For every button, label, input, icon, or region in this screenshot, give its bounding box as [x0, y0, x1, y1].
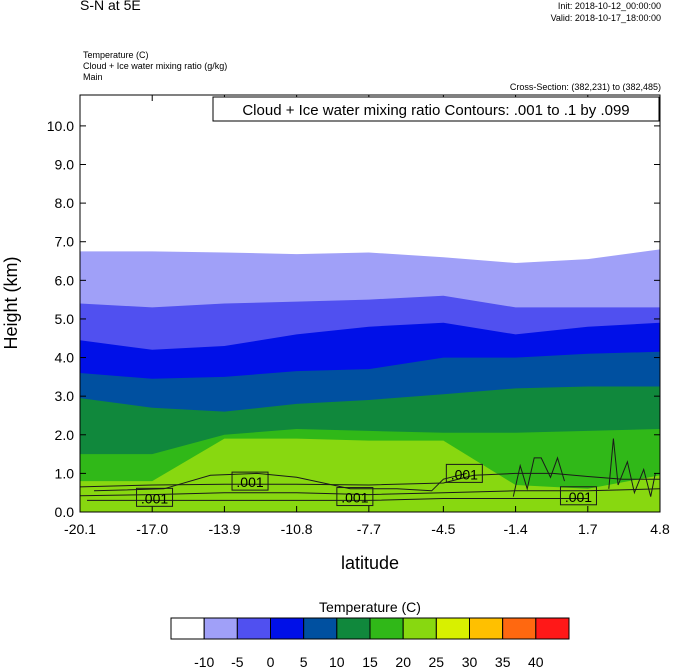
contour-label: .001 [451, 466, 478, 482]
y-tick-label: 8.0 [55, 195, 75, 211]
y-tick-label: 7.0 [55, 234, 75, 250]
contour-label: .001 [341, 490, 368, 506]
x-tick-label: 1.7 [578, 521, 598, 537]
y-tick-label: 5.0 [55, 311, 75, 327]
colorbar-label: 35 [495, 654, 511, 668]
colorbar-swatch [535, 617, 570, 640]
colorbar-label: 25 [429, 654, 445, 668]
colorbar-swatch [435, 617, 470, 640]
colorbar-swatch [402, 617, 437, 640]
colorbar-swatch [469, 617, 504, 640]
x-axis-title: latitude [341, 553, 399, 573]
y-axis-title: Height (km) [1, 256, 21, 349]
x-tick-label: -13.9 [208, 521, 240, 537]
colorbar-swatch [369, 617, 404, 640]
contour-label-box [445, 463, 483, 483]
valid-time: Valid: 2018-10-17_18:00:00 [550, 13, 661, 23]
cloud-contour-line [608, 438, 656, 497]
chart-title: S-N at 5E [80, 0, 141, 13]
contour-label-box [336, 487, 374, 507]
temperature-band [80, 438, 660, 512]
contour-label: .001 [565, 489, 592, 505]
colorbar-label: -5 [231, 654, 244, 668]
field-temperature: Temperature (C) [83, 50, 149, 60]
cloud-contour-line [87, 498, 588, 501]
colorbar-label: 15 [362, 654, 378, 668]
y-tick-label: 9.0 [55, 157, 75, 173]
colorbar-swatch [203, 617, 238, 640]
colorbar-title: Temperature (C) [319, 599, 421, 615]
cloud-contour-line [512, 456, 565, 497]
colorbar-label: 20 [395, 654, 411, 668]
x-tick-label: -17.0 [136, 521, 168, 537]
colorbar-swatch [303, 617, 338, 640]
colorbar-swatch [502, 617, 537, 640]
contour-label-box [559, 486, 597, 506]
contour-labels: .001 .001 .001 .001 .001 [136, 463, 597, 507]
contour-label-box [231, 471, 269, 491]
colorbar-label: 10 [329, 654, 345, 668]
x-tick-label: -10.8 [281, 521, 313, 537]
y-tick-label: 2.0 [55, 427, 75, 443]
field-main: Main [83, 72, 103, 82]
colorbar-label: 5 [300, 654, 308, 668]
colorbar-swatch [270, 617, 305, 640]
cross-section-label: Cross-Section: (382,231) to (382,485) [509, 82, 661, 92]
colorbar-swatch [170, 617, 205, 640]
y-tick-label: 0.0 [55, 504, 75, 520]
cloud-contour-line [80, 472, 660, 488]
cloud-contour-line [80, 488, 660, 497]
colorbar-label: 0 [267, 654, 275, 668]
x-tick-label: -4.5 [431, 521, 455, 537]
x-tick-label: 4.8 [650, 521, 670, 537]
colorbar-label: 40 [528, 654, 544, 668]
colorbar: -10 -5 0 5 10 15 20 25 30 35 40 [170, 617, 570, 668]
contour-label: .001 [236, 474, 263, 490]
colorbar-swatch [236, 617, 271, 640]
colorbar-label: -10 [194, 654, 214, 668]
x-tick-label: -20.1 [64, 521, 96, 537]
contour-label: .001 [141, 490, 168, 506]
colorbar-swatch [336, 617, 371, 640]
plot-frame [79, 94, 661, 513]
y-tick-label: 6.0 [55, 272, 75, 288]
cloud-contour-line [93, 472, 467, 492]
y-tick-label: 4.0 [55, 350, 75, 366]
y-tick-label: 1.0 [55, 465, 75, 481]
x-tick-label: -1.4 [504, 521, 528, 537]
temperature-fill [80, 249, 660, 512]
annotation-box [212, 96, 660, 122]
contour-annotation: Cloud + Ice water mixing ratio Contours:… [242, 102, 629, 119]
y-tick-label: 10.0 [47, 118, 74, 134]
contour-label-box [136, 487, 174, 507]
axis-ticks: -20.1 -17.0 -13.9 -10.8 -7.7 -4.5 -1.4 1.7 4.8 0.… [47, 95, 670, 537]
field-cloud-ice: Cloud + Ice water mixing ratio (g/kg) [83, 61, 228, 71]
x-tick-label: -7.7 [357, 521, 381, 537]
colorbar-label: 30 [462, 654, 478, 668]
cloud-contours [80, 438, 660, 501]
init-time: Init: 2018-10-12_00:00:00 [557, 1, 661, 11]
y-tick-label: 3.0 [55, 388, 75, 404]
